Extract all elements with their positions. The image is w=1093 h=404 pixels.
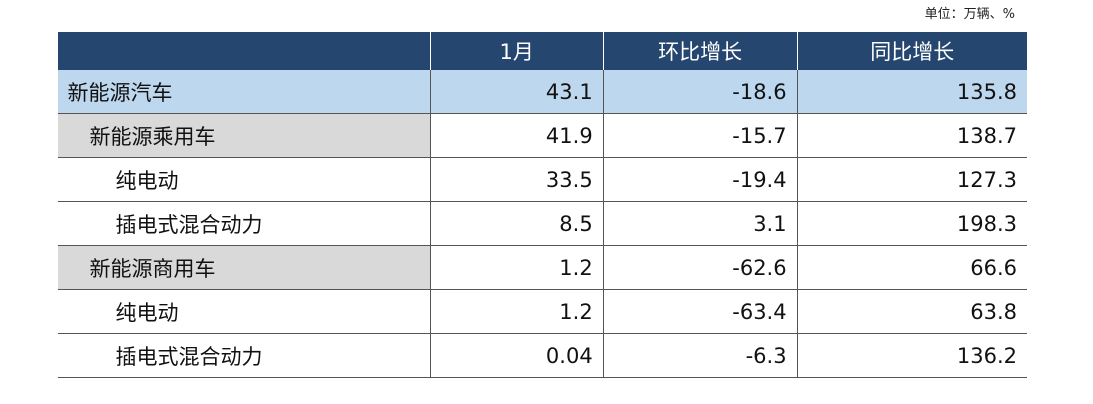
cell-value: 43.1 [429, 70, 604, 114]
cell-value: 1.2 [429, 245, 604, 290]
cell-value: 8.5 [429, 201, 604, 246]
table-row: 纯电动 33.5 -19.4 127.3 [57, 157, 1027, 202]
cell-value: 138.7 [796, 113, 1027, 158]
cell-value: 1.2 [429, 289, 604, 334]
row-label: 插电式混合动力 [57, 201, 431, 246]
row-label: 新能源乘用车 [57, 113, 431, 158]
header-cell [57, 32, 431, 70]
cell-value: 66.6 [796, 245, 1027, 290]
table-row: 新能源汽车 43.1 -18.6 135.8 [57, 70, 1027, 114]
table-row: 纯电动 1.2 -63.4 63.8 [57, 289, 1027, 334]
cell-value: 41.9 [429, 113, 604, 158]
row-label: 新能源商用车 [57, 245, 431, 290]
cell-value: 0.04 [429, 333, 604, 378]
cell-value: 3.1 [602, 201, 798, 246]
cell-value: -19.4 [602, 157, 798, 202]
cell-value: 135.8 [796, 70, 1027, 114]
cell-value: -15.7 [602, 113, 798, 158]
table-row: 插电式混合动力 0.04 -6.3 136.2 [57, 333, 1027, 378]
cell-value: 127.3 [796, 157, 1027, 202]
row-label: 新能源汽车 [57, 70, 431, 114]
unit-label: 单位：万辆、% [924, 7, 1015, 22]
cell-value: 33.5 [429, 157, 604, 202]
cell-value: 63.8 [796, 289, 1027, 334]
cell-value: -62.6 [602, 245, 798, 290]
cell-value: 198.3 [796, 201, 1027, 246]
cell-value: 136.2 [796, 333, 1027, 378]
table-row: 新能源乘用车 41.9 -15.7 138.7 [57, 113, 1027, 158]
cell-value: -6.3 [602, 333, 798, 378]
cell-value: -63.4 [602, 289, 798, 334]
table-row: 新能源商用车 1.2 -62.6 66.6 [57, 245, 1027, 290]
row-label: 纯电动 [57, 289, 431, 334]
table-row: 插电式混合动力 8.5 3.1 198.3 [57, 201, 1027, 246]
header-row: 1月 环比增长 同比增长 [57, 32, 1027, 70]
header-cell: 环比增长 [602, 32, 798, 70]
data-table: 1月 环比增长 同比增长 新能源汽车 43.1 -18.6 135.8 新能源乘用车 41… [57, 32, 1027, 378]
row-label: 纯电动 [57, 157, 431, 202]
header-cell: 同比增长 [796, 32, 1027, 70]
header-cell: 1月 [429, 32, 604, 70]
row-label: 插电式混合动力 [57, 333, 431, 378]
cell-value: -18.6 [602, 70, 798, 114]
